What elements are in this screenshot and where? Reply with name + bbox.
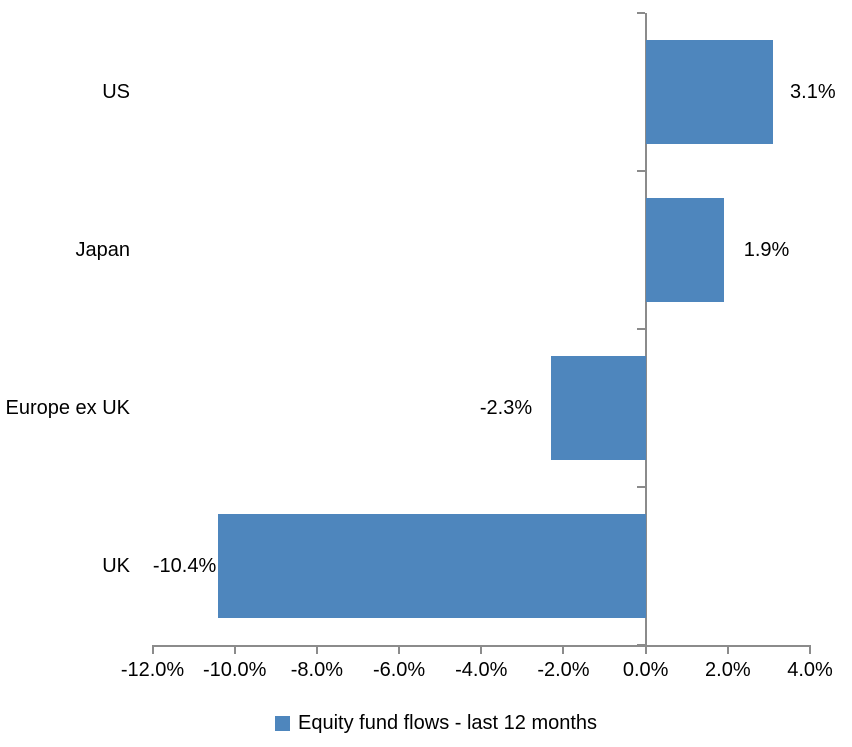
x-axis-tick <box>809 647 811 654</box>
x-tick-label: -2.0% <box>537 659 590 681</box>
x-tick-label: 0.0% <box>622 659 669 681</box>
x-tick-label: 2.0% <box>705 659 751 681</box>
category-label: US <box>102 81 130 103</box>
category-axis-tick <box>636 12 645 14</box>
x-tick-label: -4.0% <box>455 659 508 681</box>
bar-data-label: -2.3% <box>479 397 533 419</box>
x-axis-tick <box>315 647 318 654</box>
legend-swatch-icon <box>275 715 290 731</box>
x-axis-tick <box>233 647 236 654</box>
x-axis-tick <box>151 647 154 654</box>
bar-europe-ex-uk <box>551 356 646 460</box>
category-axis-tick <box>636 486 645 488</box>
bar-us <box>645 40 774 144</box>
bar-uk <box>218 514 646 618</box>
category-label: Japan <box>75 239 131 261</box>
x-axis-tick <box>562 647 565 654</box>
bar-data-label: 1.9% <box>743 239 790 261</box>
legend: Equity fund flows - last 12 months <box>275 711 597 735</box>
x-axis-tick <box>726 647 729 654</box>
category-axis-tick <box>636 644 645 646</box>
category-axis-tick <box>636 328 645 330</box>
category-label: Europe ex UK <box>5 397 130 419</box>
category-axis-line <box>644 13 647 645</box>
x-tick-label: -12.0% <box>120 659 185 681</box>
category-label: UK <box>102 555 130 577</box>
x-axis-tick <box>398 647 401 654</box>
category-axis-tick <box>636 170 645 172</box>
x-tick-label: -6.0% <box>372 659 426 681</box>
x-tick-label: 4.0% <box>787 659 833 681</box>
bar-japan <box>645 198 724 302</box>
bar-data-label: -10.4% <box>152 555 217 577</box>
x-axis-tick <box>644 647 647 654</box>
legend-label: Equity fund flows - last 12 months <box>298 712 598 734</box>
x-axis-tick <box>480 647 483 654</box>
value-axis-line <box>151 645 811 647</box>
bar-data-label: 3.1% <box>790 81 836 103</box>
x-tick-label: -10.0% <box>203 659 267 681</box>
x-tick-label: -8.0% <box>290 659 343 681</box>
